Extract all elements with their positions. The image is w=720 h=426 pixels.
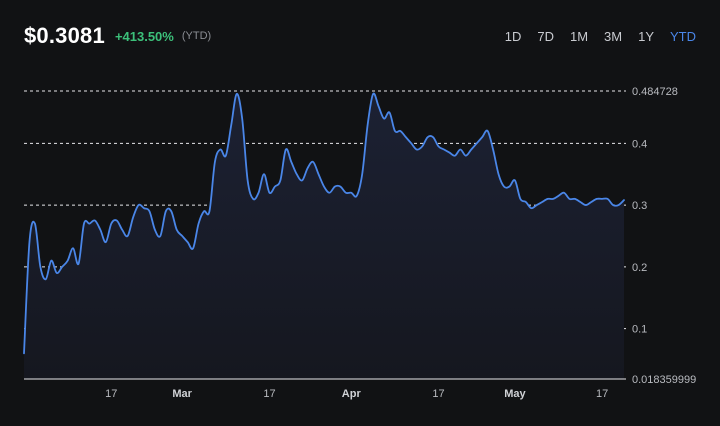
price-area-fill — [24, 93, 624, 379]
range-button-3m[interactable]: 3M — [596, 27, 630, 46]
range-button-ytd[interactable]: YTD — [662, 27, 704, 46]
x-tick-label: May — [504, 388, 526, 400]
y-tick-label: 0.1 — [632, 324, 647, 336]
y-axis: 0.484728 0.4 0.3 0.2 0.1 0.018359999 — [632, 86, 696, 386]
price-line — [23, 92, 625, 355]
y-tick-label: 0.018359999 — [632, 374, 696, 386]
x-tick-label: 17 — [596, 388, 608, 400]
price-header: $0.3081 +413.50% (YTD) 1D 7D 1M 3M 1Y YT… — [24, 22, 704, 50]
x-tick-label: Mar — [172, 388, 192, 400]
time-range-selector: 1D 7D 1M 3M 1Y YTD — [497, 27, 704, 46]
range-button-7d[interactable]: 7D — [529, 27, 562, 46]
range-button-1y[interactable]: 1Y — [630, 27, 662, 46]
range-button-1m[interactable]: 1M — [562, 27, 596, 46]
x-axis: 17 Mar 17 Apr 17 May 17 — [105, 388, 608, 400]
current-price: $0.3081 — [24, 23, 105, 48]
x-tick-label: 17 — [432, 388, 444, 400]
change-period: (YTD) — [181, 30, 212, 42]
price-change: +413.50% — [114, 28, 174, 44]
range-button-1d[interactable]: 1D — [497, 27, 530, 46]
x-tick-label: Apr — [342, 388, 362, 400]
x-tick-label: 17 — [105, 388, 117, 400]
y-tick-label: 0.2 — [632, 262, 647, 274]
y-tick-label: 0.4 — [632, 138, 647, 150]
x-tick-label: 17 — [263, 388, 275, 400]
y-tick-label: 0.484728 — [632, 86, 678, 98]
y-tick-label: 0.3 — [632, 200, 647, 212]
